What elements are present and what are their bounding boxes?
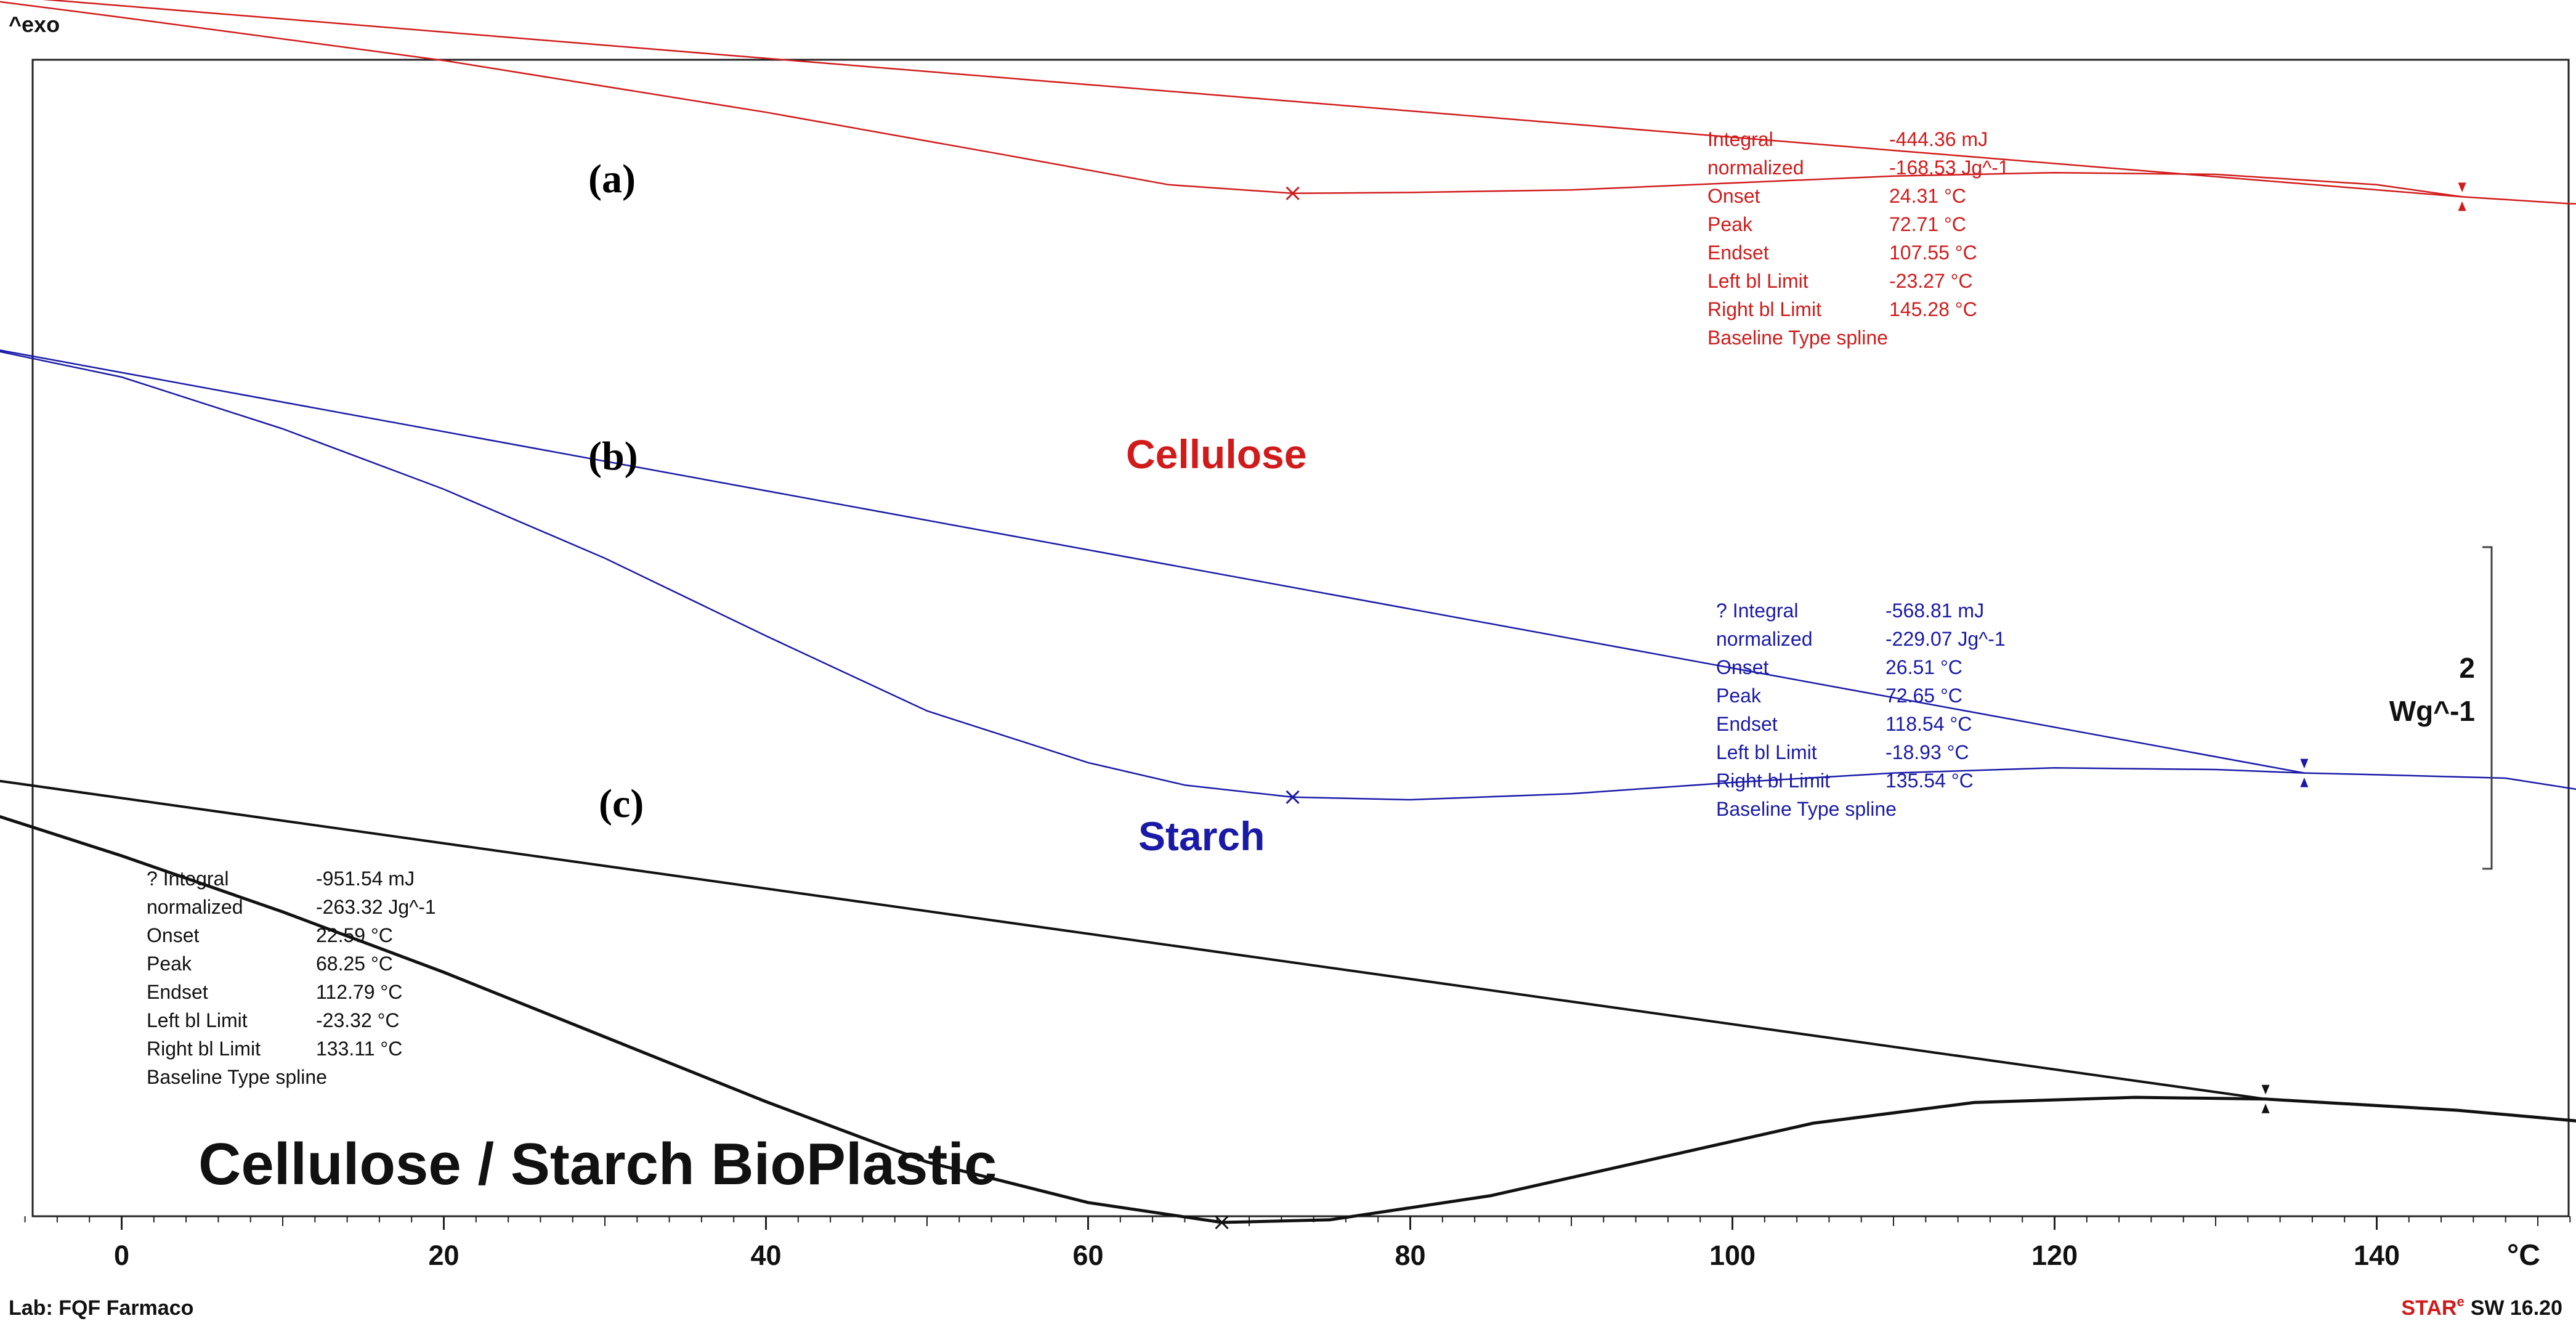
stat-value: 107.55 °C (1889, 242, 1977, 264)
panel-label-c: (c) (599, 781, 644, 826)
stat-value: -23.32 °C (316, 1009, 400, 1031)
stat-value: 72.65 °C (1885, 685, 1962, 707)
scale-bar (2482, 546, 2493, 870)
stat-label: Onset (1707, 185, 1760, 207)
peak-mark (1215, 1215, 1229, 1230)
plot-marks: -40-20020406080100120140160180200220240[… (0, 0, 2576, 1271)
stat-value: 145.28 °C (1889, 298, 1977, 320)
exo-label: ^exo (9, 12, 60, 37)
stat-label: Endset (147, 981, 208, 1003)
stat-label: ? Integral (147, 868, 229, 890)
stat-label: Integral (1707, 128, 1773, 150)
peak-mark (1286, 186, 1300, 200)
footer-brand-sup: e (2457, 1294, 2464, 1309)
series-line-c (0, 815, 2576, 1224)
stat-value: -168.53 Jg^-1 (1889, 156, 2009, 179)
stat-value: -229.07 Jg^-1 (1885, 628, 2006, 650)
baseline-line (0, 779, 2266, 1100)
baseline-line (41, 0, 2463, 198)
stat-value: 22.59 °C (316, 924, 393, 946)
footer-lab: Lab: FQF Farmaco (9, 1296, 193, 1320)
stat-value: 26.51 °C (1885, 656, 1962, 678)
series-line-a (0, 1, 2576, 205)
stat-label: ? Integral (1716, 599, 1798, 622)
stat-value: -444.36 mJ (1889, 128, 1988, 150)
x-tick-label: 100 (1709, 1240, 1756, 1271)
stat-label: Right bl Limit (1707, 298, 1821, 320)
stat-value: 135.54 °C (1885, 770, 1974, 792)
stat-label: normalized (1707, 156, 1804, 179)
panel-label-a: (a) (588, 156, 636, 201)
stat-label: Endset (1716, 713, 1778, 735)
stat-label: Peak (147, 953, 192, 975)
x-tick-label: 40 (750, 1240, 781, 1271)
stat-label: Right bl Limit (1716, 770, 1830, 792)
x-tick-label: 120 (2031, 1240, 2078, 1271)
x-axis-unit: °C (2507, 1239, 2540, 1272)
stat-value: 24.31 °C (1889, 185, 1966, 207)
footer-version: SW 16.20 (2471, 1296, 2562, 1320)
stat-value: 118.54 °C (1885, 713, 1972, 735)
stat-value: -951.54 mJ (316, 868, 415, 890)
series-name-cellulose: Cellulose (1126, 431, 1306, 477)
stat-value: -23.27 °C (1889, 270, 1973, 292)
series-line-b (0, 351, 2576, 801)
stat-label: Right bl Limit (147, 1038, 261, 1060)
baseline-limit-mark (2261, 1084, 2270, 1113)
stat-label: Onset (147, 924, 199, 946)
stat-value: -18.93 °C (1885, 741, 1969, 763)
series-name-starch: Starch (1138, 813, 1265, 859)
stat-label: Onset (1716, 656, 1768, 678)
footer-software: STARe SW 16.20 (2401, 1294, 2562, 1320)
stat-value: 68.25 °C (316, 953, 393, 975)
stat-label: Baseline Type spline (1707, 327, 1888, 349)
stat-label: normalized (1716, 628, 1813, 650)
x-tick-label: 140 (2354, 1240, 2400, 1271)
footer-brand: STAR (2401, 1296, 2457, 1320)
x-tick-label: 80 (1395, 1240, 1425, 1271)
panel-label-b: (b) (588, 434, 638, 479)
stat-label: normalized (147, 896, 243, 918)
stat-value: 72.71 °C (1889, 213, 1966, 235)
stat-value: 133.11 °C (316, 1038, 402, 1060)
peak-mark (1286, 790, 1300, 804)
scale-bar-value: 2 (2459, 652, 2475, 684)
stat-label: Left bl Limit (147, 1009, 248, 1031)
stat-label: Endset (1707, 242, 1769, 264)
x-tick-label: 60 (1072, 1240, 1103, 1271)
stat-label: Baseline Type spline (1716, 798, 1897, 820)
x-tick-label: 20 (428, 1240, 459, 1271)
baseline-line (0, 349, 2305, 774)
chart-title: Cellulose / Starch BioPlastic (198, 1131, 997, 1197)
stat-label: Left bl Limit (1716, 741, 1817, 763)
plot-frame (31, 59, 2570, 1217)
stat-label: Peak (1716, 685, 1762, 707)
stat-value: -568.81 mJ (1885, 599, 1984, 622)
stat-label: Peak (1707, 213, 1753, 235)
stat-label: Left bl Limit (1707, 270, 1808, 292)
stat-value: 112.79 °C (316, 981, 402, 1003)
baseline-limit-mark (2300, 758, 2309, 787)
x-tick-label: 0 (114, 1240, 129, 1271)
scale-bar-unit: Wg^-1 (2389, 695, 2475, 727)
stat-label: Baseline Type spline (147, 1066, 327, 1088)
stat-value: -263.32 Jg^-1 (316, 896, 436, 918)
baseline-limit-mark (2458, 182, 2466, 211)
